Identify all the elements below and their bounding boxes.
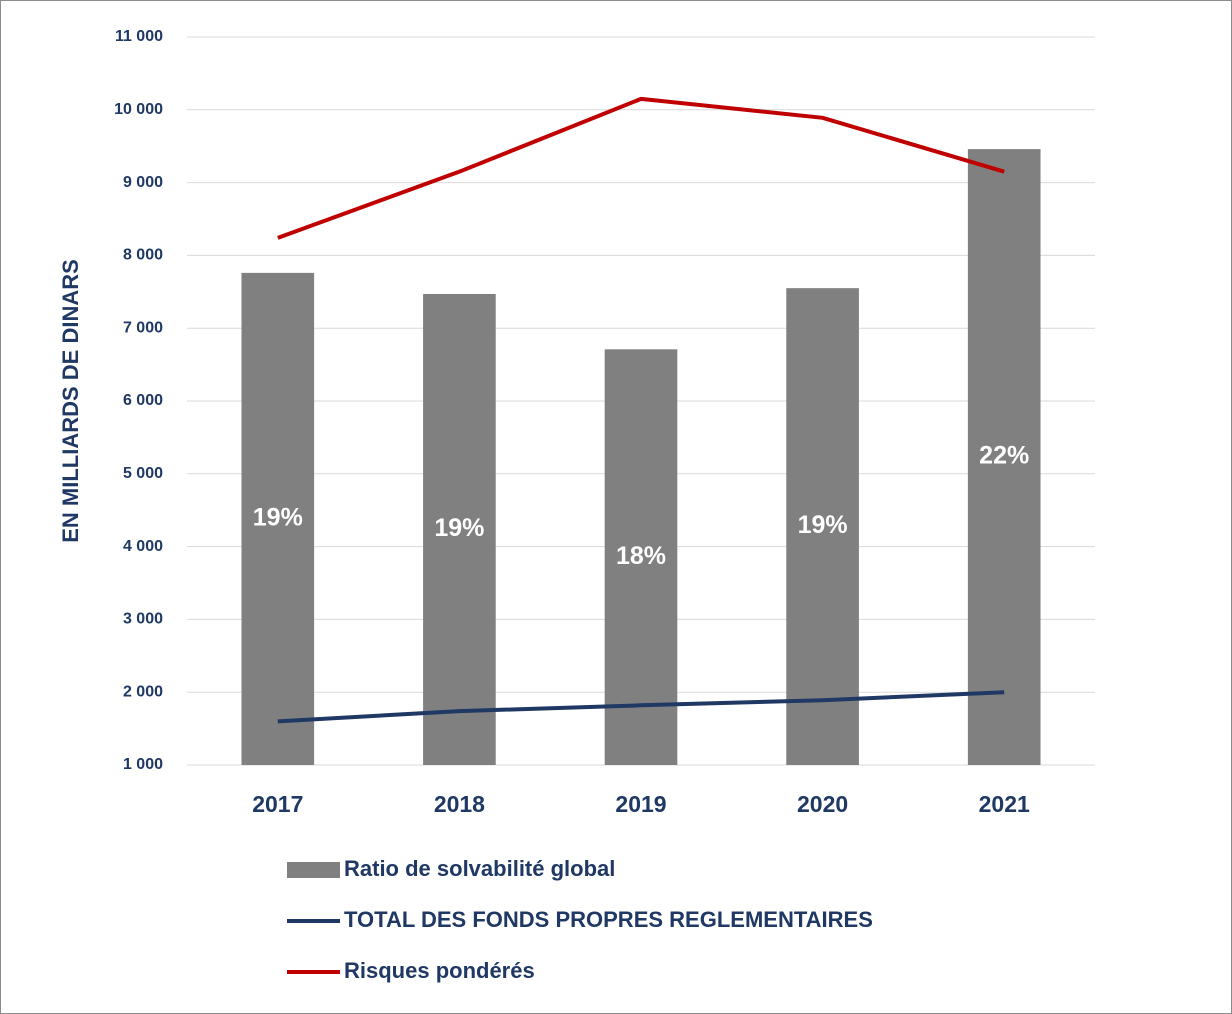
y-tick-label: 5 000: [123, 465, 163, 482]
legend-label: Ratio de solvabilité global: [344, 856, 615, 881]
y-tick-label: 4 000: [123, 538, 163, 555]
data-label: 22%: [979, 442, 1029, 470]
line: [277, 96, 1005, 240]
bar: [423, 293, 496, 765]
bar: [241, 272, 315, 765]
data-label: 19%: [434, 514, 484, 542]
bar: [786, 288, 859, 765]
bar: [604, 349, 678, 765]
x-tick-label: 2019: [615, 791, 666, 817]
y-tick-label: 6 000: [123, 392, 163, 409]
data-label: 18%: [616, 542, 666, 570]
data-label: 19%: [798, 511, 848, 539]
line: [277, 690, 1005, 724]
x-tick-label: 2020: [797, 791, 848, 817]
x-tick-label: 2018: [434, 791, 485, 817]
bar: [967, 149, 1041, 765]
legend-label: Risques pondérés: [344, 958, 535, 983]
y-tick-label: 8 000: [123, 247, 163, 264]
y-tick-label: 7 000: [123, 319, 163, 336]
x-tick-label: 2021: [979, 791, 1030, 817]
x-tick-label: 2017: [252, 791, 303, 817]
y-tick-label: 1 000: [123, 756, 163, 773]
y-tick-label: 9 000: [123, 174, 163, 191]
y-axis-label: EN MILLIARDS DE DINARS: [58, 259, 83, 543]
legend-label: TOTAL DES FONDS PROPRES REGLEMENTAIRES: [344, 907, 873, 932]
y-tick-label: 3 000: [123, 611, 163, 628]
y-tick-label: 11 000: [115, 28, 163, 45]
data-label: 19%: [253, 504, 303, 532]
y-tick-label: 2 000: [123, 683, 163, 700]
legend-swatch: [287, 862, 340, 878]
y-tick-label: 10 000: [114, 101, 163, 118]
